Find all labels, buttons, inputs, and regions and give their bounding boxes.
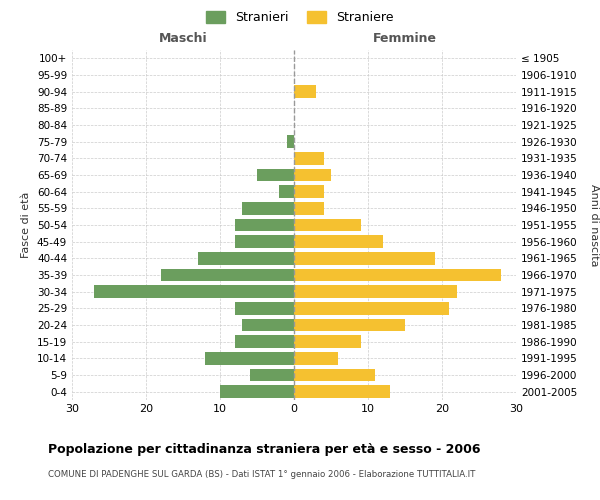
- Bar: [294, 169, 331, 181]
- Text: Popolazione per cittadinanza straniera per età e sesso - 2006: Popolazione per cittadinanza straniera p…: [48, 442, 481, 456]
- Bar: [235, 219, 294, 231]
- Bar: [294, 319, 405, 331]
- Bar: [235, 302, 294, 314]
- Bar: [294, 202, 323, 214]
- Bar: [294, 352, 338, 364]
- Bar: [294, 236, 383, 248]
- Bar: [94, 286, 294, 298]
- Bar: [220, 386, 294, 398]
- Bar: [161, 269, 294, 281]
- Bar: [242, 319, 294, 331]
- Bar: [294, 286, 457, 298]
- Bar: [294, 219, 361, 231]
- Bar: [294, 186, 323, 198]
- Bar: [279, 186, 294, 198]
- Bar: [198, 252, 294, 264]
- Bar: [294, 152, 323, 164]
- Bar: [242, 202, 294, 214]
- Bar: [294, 252, 434, 264]
- Bar: [257, 169, 294, 181]
- Bar: [205, 352, 294, 364]
- Bar: [235, 236, 294, 248]
- Bar: [294, 269, 501, 281]
- Bar: [235, 336, 294, 348]
- Bar: [294, 302, 449, 314]
- Y-axis label: Anni di nascita: Anni di nascita: [589, 184, 599, 266]
- Text: COMUNE DI PADENGHE SUL GARDA (BS) - Dati ISTAT 1° gennaio 2006 - Elaborazione TU: COMUNE DI PADENGHE SUL GARDA (BS) - Dati…: [48, 470, 475, 479]
- Bar: [294, 368, 376, 381]
- Bar: [294, 86, 316, 98]
- Bar: [250, 368, 294, 381]
- Y-axis label: Fasce di età: Fasce di età: [22, 192, 31, 258]
- Bar: [294, 386, 390, 398]
- Bar: [287, 136, 294, 148]
- Legend: Stranieri, Straniere: Stranieri, Straniere: [202, 6, 398, 29]
- Bar: [294, 336, 361, 348]
